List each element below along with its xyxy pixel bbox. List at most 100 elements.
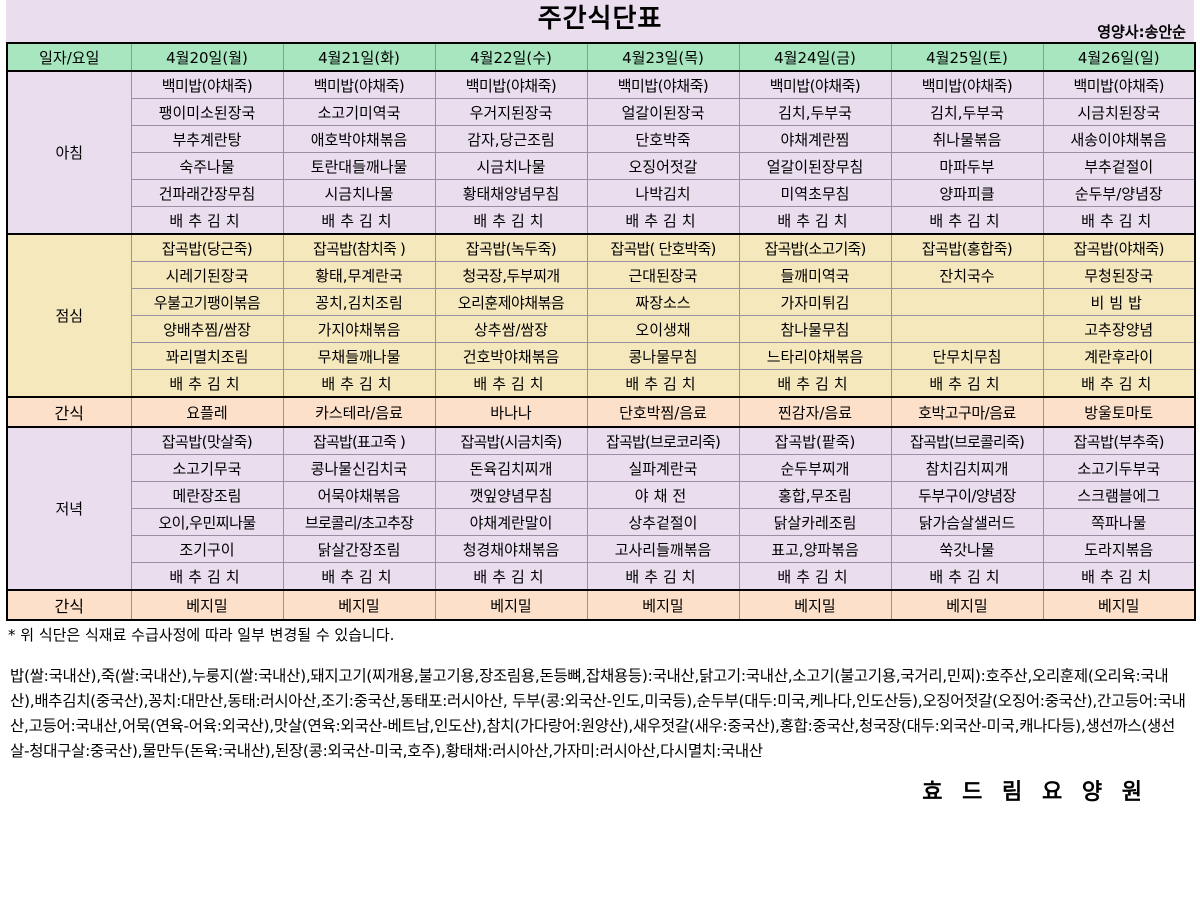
table-row: 배추김치 배추김치 배추김치 배추김치 배추김치 배추김치 배추김치	[7, 562, 1196, 591]
menu-cell: 잡곡밥(녹두죽)	[434, 233, 588, 262]
menu-cell: 배추김치	[282, 206, 436, 235]
menu-cell	[890, 288, 1044, 316]
menu-cell: 백미밥(야채죽)	[586, 70, 740, 99]
menu-cell: 느타리야채볶음	[738, 342, 892, 370]
change-notice: * 위 식단은 식재료 수급사정에 따라 일부 변경될 수 있습니다.	[8, 626, 395, 644]
menu-cell: 계란후라이	[1042, 342, 1196, 370]
menu-cell: 배추김치	[890, 562, 1044, 591]
menu-cell: 카스테라/음료	[282, 396, 436, 428]
dietitian-label: 영양사:송안순	[1097, 23, 1186, 41]
menu-cell: 시금치나물	[434, 152, 588, 180]
table-row: 조기구이 닭살간장조림 청경채야채볶음 고사리들깨볶음 표고,양파볶음 쑥갓나물 도라지볶음	[7, 535, 1196, 563]
menu-cell: 근대된장국	[586, 261, 740, 289]
menu-cell: 닭살간장조림	[282, 535, 436, 563]
meal-label-2: 간식	[6, 396, 132, 428]
table-row: 양배추찜/쌈장 가지야채볶음 상추쌈/쌈장 오이생채 참나물무침 고추장양념	[7, 315, 1196, 343]
menu-cell: 소고기두부국	[1042, 454, 1196, 482]
menu-cell: 잡곡밥(부추죽)	[1042, 426, 1196, 455]
menu-cell: 참나물무침	[738, 315, 892, 343]
menu-cell: 백미밥(야채죽)	[434, 70, 588, 99]
menu-cell: 백미밥(야채죽)	[738, 70, 892, 99]
table-row: 간식 요플레 카스테라/음료 바나나 단호박찜/음료 찐감자/음료 호박고구마/음료 방울토마…	[6, 396, 1196, 428]
menu-cell: 토란대들깨나물	[282, 152, 436, 180]
page-title: 주간식단표	[537, 4, 663, 34]
menu-cell: 숙주나물	[130, 152, 284, 180]
menu-cell: 얼갈이된장무침	[738, 152, 892, 180]
menu-cell: 배추김치	[434, 562, 588, 591]
menu-cell: 잡곡밥(홍합죽)	[890, 233, 1044, 262]
menu-cell: 배추김치	[738, 206, 892, 235]
menu-cell: 두부구이/양념장	[890, 481, 1044, 509]
menu-cell: 단호박찜/음료	[586, 396, 740, 428]
meal-label-3: 저녁	[6, 426, 132, 591]
menu-cell: 배추김치	[130, 369, 284, 398]
column-header-day-6: 4월26일(일)	[1042, 42, 1196, 72]
menu-cell: 야채전	[586, 481, 740, 509]
menu-cell: 잡곡밥(참치죽 )	[282, 233, 436, 262]
header-band: 주간식단표 영양사:송안순	[6, 0, 1194, 42]
menu-cell: 표고,양파볶음	[738, 535, 892, 563]
menu-cell: 방울토마토	[1042, 396, 1196, 428]
menu-cell: 시레기된장국	[130, 261, 284, 289]
menu-cell: 순두부/양념장	[1042, 179, 1196, 207]
table-row: 팽이미소된장국 소고기미역국 우거지된장국 얼갈이된장국 김치,두부국 김치,두부국 시금치…	[7, 98, 1196, 126]
menu-cell: 잡곡밥(팥죽)	[738, 426, 892, 455]
menu-cell: 어묵야채볶음	[282, 481, 436, 509]
menu-cell: 김치,두부국	[738, 98, 892, 126]
table-row: 배추김치 배추김치 배추김치 배추김치 배추김치 배추김치 배추김치	[7, 369, 1196, 398]
menu-cell: 베지밀	[738, 589, 892, 621]
menu-cell: 배추김치	[586, 369, 740, 398]
menu-cell: 잡곡밥(당근죽)	[130, 233, 284, 262]
facility-name: 효 드 림 요 양 원	[922, 780, 1148, 805]
menu-cell: 쑥갓나물	[890, 535, 1044, 563]
column-header-day-5: 4월25일(토)	[890, 42, 1044, 72]
menu-cell: 백미밥(야채죽)	[890, 70, 1044, 99]
table-body: 아침 백미밥(야채죽) 백미밥(야채죽) 백미밥(야채죽) 백미밥(야채죽) 백미밥(야채…	[6, 70, 1196, 621]
menu-cell: 오리훈제야채볶음	[434, 288, 588, 316]
table-row: 저녁 잡곡밥(맛살죽) 잡곡밥(표고죽 ) 잡곡밥(시금치죽) 잡곡밥(브로코리죽) 잡곡…	[6, 426, 1196, 591]
menu-cell: 배추김치	[282, 369, 436, 398]
menu-cell: 시금치나물	[282, 179, 436, 207]
menu-cell: 베지밀	[890, 589, 1044, 621]
menu-cell: 오이생채	[586, 315, 740, 343]
menu-cell: 돈육김치찌개	[434, 454, 588, 482]
table-row: 꽈리멸치조림 무채들깨나물 건호박야채볶음 콩나물무침 느타리야채볶음 단무치무침 계란후라…	[7, 342, 1196, 370]
menu-cell: 소고기무국	[130, 454, 284, 482]
table-row: 소고기무국 콩나물신김치국 돈육김치찌개 실파계란국 순두부찌개 참치김치찌개 소고기두부국	[7, 454, 1196, 482]
menu-cell: 감자,당근조림	[434, 125, 588, 153]
menu-cell: 닭가슴살샐러드	[890, 508, 1044, 536]
menu-cell: 배추김치	[1042, 206, 1196, 235]
menu-cell: 실파계란국	[586, 454, 740, 482]
menu-cell: 야채계란말이	[434, 508, 588, 536]
table-row: 부추계란탕 애호박야채볶음 감자,당근조림 단호박죽 야채계란찜 취나물볶음 새송이야채볶음	[7, 125, 1196, 153]
column-header-date-day: 일자/요일	[6, 42, 132, 72]
table-row: 우불고기팽이볶음 꽁치,김치조림 오리훈제야채볶음 짜장소스 가자미튀김 비빔밥	[7, 288, 1196, 316]
menu-cell: 배추김치	[738, 369, 892, 398]
menu-cell: 순두부찌개	[738, 454, 892, 482]
menu-cell: 건호박야채볶음	[434, 342, 588, 370]
menu-cell: 비빔밥	[1042, 288, 1196, 316]
table-row: 시레기된장국 황태,무계란국 청국장,두부찌개 근대된장국 들깨미역국 잔치국수 무청된장국	[7, 261, 1196, 289]
origin-of-ingredients: 밥(쌀:국내산),죽(쌀:국내산),누룽지(쌀:국내산),돼지고기(찌개용,불고…	[6, 664, 1194, 764]
menu-cell: 황태,무계란국	[282, 261, 436, 289]
menu-cell: 단무치무침	[890, 342, 1044, 370]
menu-cell: 배추김치	[586, 206, 740, 235]
meal-label-1: 점심	[6, 233, 132, 398]
menu-cell: 취나물볶음	[890, 125, 1044, 153]
menu-cell: 요플레	[130, 396, 284, 428]
menu-cell: 깻잎양념무침	[434, 481, 588, 509]
menu-cell: 가지야채볶음	[282, 315, 436, 343]
menu-cell: 미역초무침	[738, 179, 892, 207]
menu-cell: 잡곡밥(맛살죽)	[130, 426, 284, 455]
column-header-day-2: 4월22일(수)	[434, 42, 588, 72]
menu-cell: 베지밀	[434, 589, 588, 621]
menu-cell: 무채들깨나물	[282, 342, 436, 370]
menu-cell: 가자미튀김	[738, 288, 892, 316]
menu-cell: 시금치된장국	[1042, 98, 1196, 126]
menu-cell: 야채계란찜	[738, 125, 892, 153]
menu-cell: 우불고기팽이볶음	[130, 288, 284, 316]
menu-cell: 고추장양념	[1042, 315, 1196, 343]
menu-cell: 바나나	[434, 396, 588, 428]
menu-cell: 잡곡밥( 단호박죽)	[586, 233, 740, 262]
